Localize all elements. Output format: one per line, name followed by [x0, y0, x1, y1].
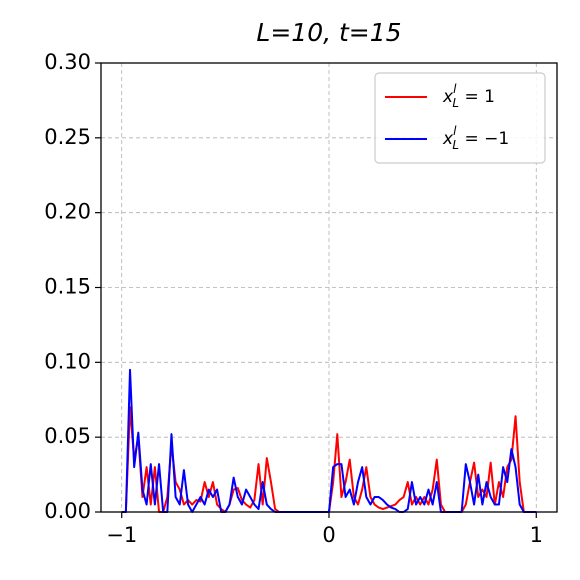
y-tick-label: 0.20 — [44, 200, 91, 224]
y-tick-label: 0.15 — [44, 275, 91, 299]
legend-box — [374, 72, 546, 164]
legend-label: xl L = 1 — [442, 82, 495, 110]
y-tick-label: 0.00 — [44, 499, 91, 523]
plot-frame — [100, 62, 558, 513]
x-tick-label: −1 — [106, 523, 137, 547]
y-tick-label: 0.05 — [44, 424, 91, 448]
x-tick-label: 0 — [322, 523, 335, 547]
y-tick-label: 0.25 — [44, 125, 91, 149]
y-tick-label: 0.10 — [44, 349, 91, 373]
y-tick-label: 0.30 — [44, 50, 91, 74]
legend-label: xl L = −1 — [442, 124, 509, 152]
x-tick-label: 1 — [530, 523, 543, 547]
chart-title: L=10, t=15 — [256, 18, 401, 47]
